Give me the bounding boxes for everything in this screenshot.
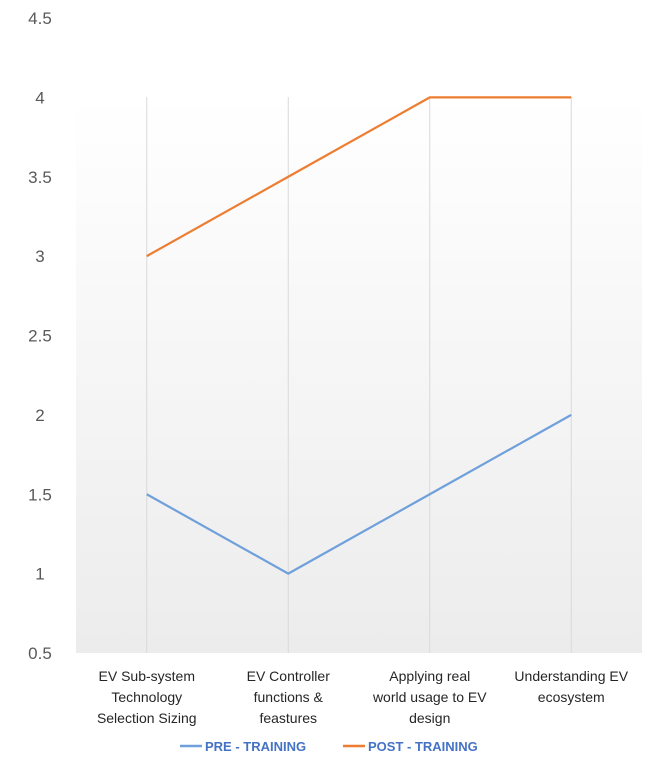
plot-area — [76, 97, 642, 653]
x-tick-label-line: ecosystem — [538, 689, 605, 705]
y-tick-label: 1.5 — [28, 485, 52, 504]
x-tick-label-line: world usage to EV — [372, 689, 487, 705]
x-tick-label-line: functions & — [254, 689, 324, 705]
x-tick-label: EV Controller functions & feastures — [247, 668, 331, 726]
x-tick-label: EV Sub-system Technology Selection Sizing — [97, 668, 197, 726]
y-tick-label: 2 — [35, 406, 44, 425]
legend: PRE - TRAINING POST - TRAINING — [180, 739, 478, 754]
legend-label: PRE - TRAINING — [205, 739, 306, 754]
x-axis-labels: EV Sub-system Technology Selection SizingE… — [97, 668, 629, 726]
y-tick-label: 2.5 — [28, 327, 52, 346]
y-axis-ticks: 4.5 4 3.5 3 2.5 2 1.5 1 0.5 — [28, 9, 52, 663]
x-tick-label-line: Selection Sizing — [97, 710, 197, 726]
gridlines — [146, 97, 572, 653]
x-tick-label: Understanding EV ecosystem — [514, 668, 628, 705]
y-tick-label: 4 — [35, 88, 44, 107]
series-lines — [146, 96, 572, 575]
x-tick-label-line: EV Controller — [247, 668, 331, 684]
y-tick-label: 3.5 — [28, 168, 52, 187]
series-line-post-training — [146, 96, 572, 258]
x-tick-label-line: Applying real — [389, 668, 470, 684]
legend-label: POST - TRAINING — [368, 739, 478, 754]
x-tick-label-line: design — [409, 710, 450, 726]
y-tick-label: 4.5 — [28, 9, 52, 28]
x-tick-label-line: Technology — [111, 689, 182, 705]
y-tick-label: 3 — [35, 247, 44, 266]
x-tick-label-line: feastures — [259, 710, 317, 726]
y-tick-label: 1 — [35, 565, 44, 584]
x-tick-label-line: EV Sub-system — [99, 668, 195, 684]
x-tick-label-line: Understanding EV — [514, 668, 628, 684]
x-tick-label: Applying real world usage to EV design — [372, 668, 487, 726]
y-tick-label: 0.5 — [28, 644, 52, 663]
series-line-pre-training — [146, 413, 572, 575]
